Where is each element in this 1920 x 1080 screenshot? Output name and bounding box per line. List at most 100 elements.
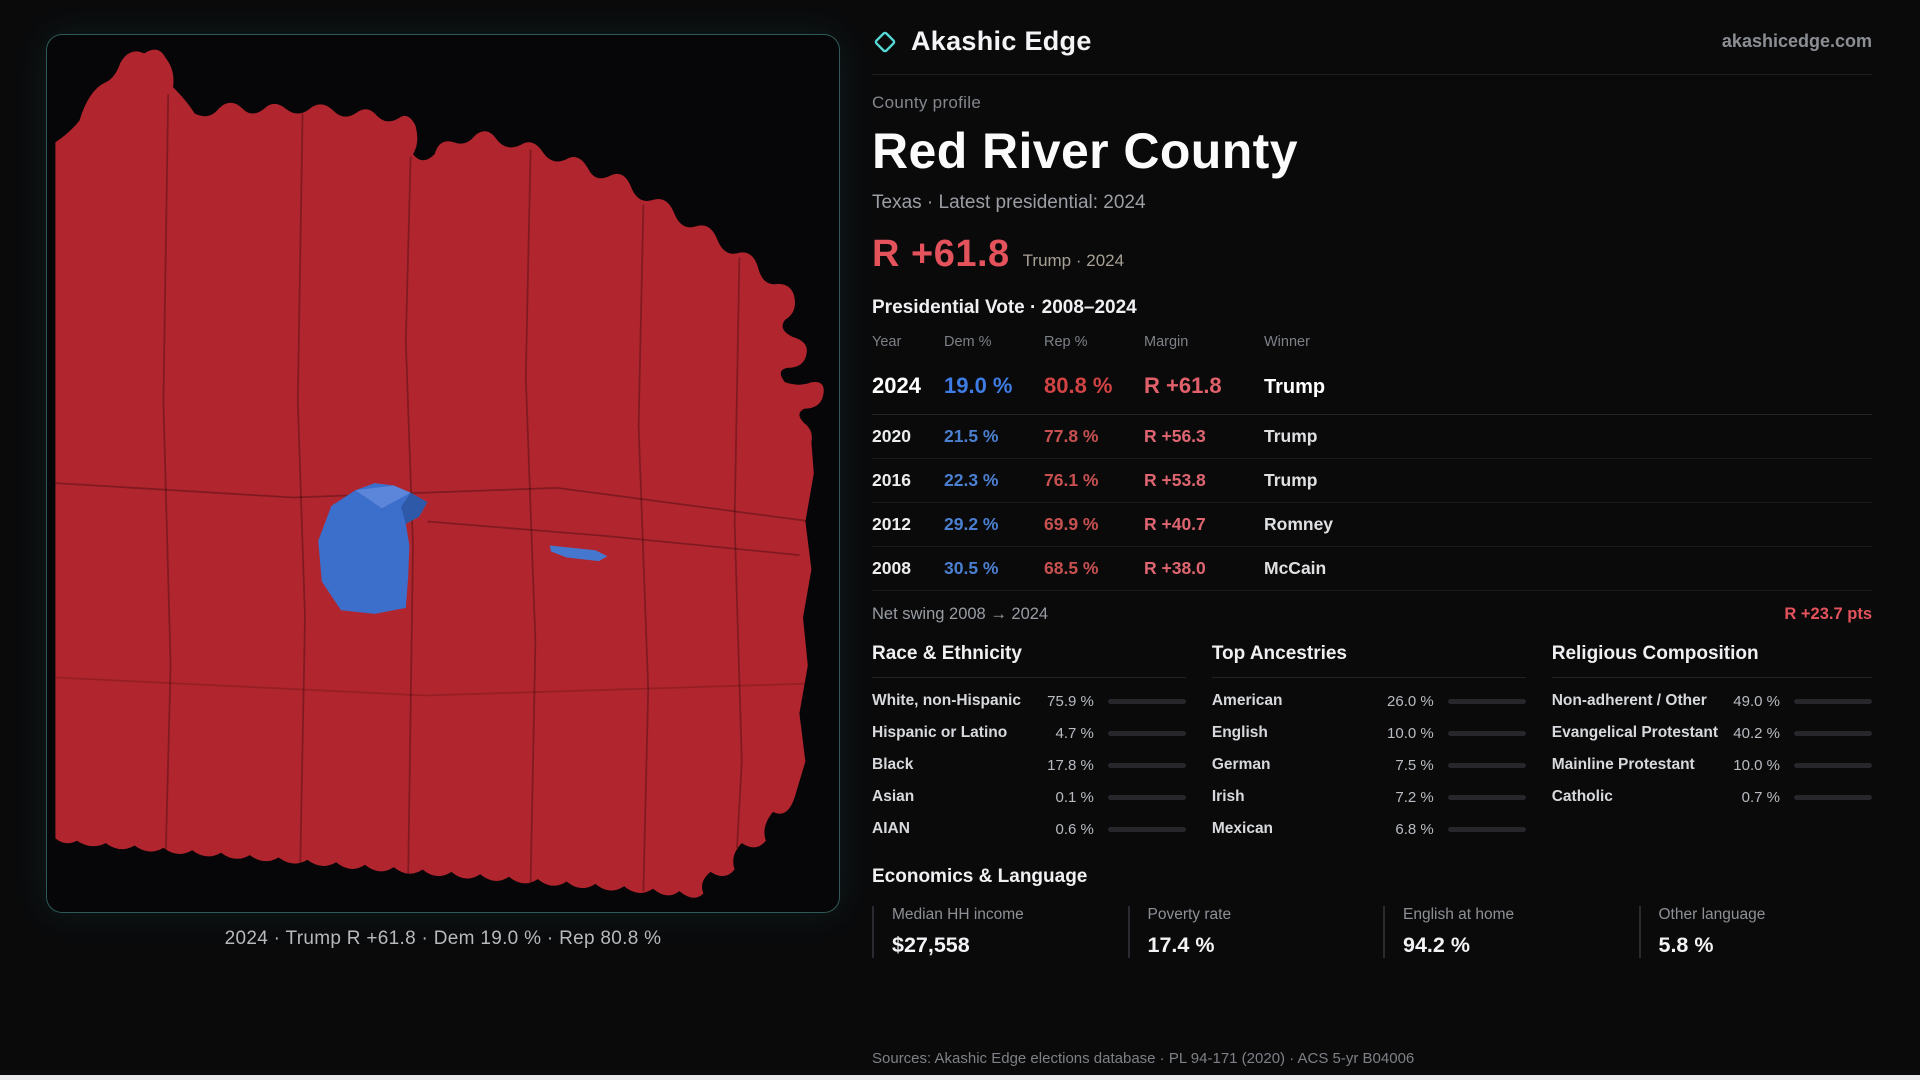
demo-row: German 7.5 %: [1212, 749, 1526, 781]
col-dem: Dem %: [944, 334, 992, 350]
demo-bar: [1447, 730, 1526, 736]
vote-section-title: Presidential Vote · 2008–2024: [872, 297, 1137, 318]
county-shape: [55, 49, 824, 898]
stat-value: 5.8 %: [1658, 933, 1714, 957]
vote-row-2016: 2016 22.3 % 76.1 % R +53.8 Trump: [872, 459, 1872, 503]
dem-precinct-sliver: [549, 545, 608, 562]
demo-value: 0.7 %: [1741, 788, 1780, 806]
economics-stats: Median HH income $27,558 Poverty rate 17…: [872, 906, 1872, 958]
dem-precinct-dark: [401, 492, 428, 524]
demo-bar: [1107, 730, 1186, 736]
demo-row: Asian 0.1 %: [872, 781, 1186, 813]
dem-precinct-main: [318, 483, 428, 614]
net-swing-row: Net swing 2008 → 2024 R +23.7 pts: [872, 591, 1872, 637]
demo-row: Irish 7.2 %: [1212, 781, 1526, 813]
ancestries-title: Top Ancestries: [1211, 643, 1526, 678]
site-header: Akashic Edge akashicedge.com: [872, 26, 1872, 75]
stat-median-income: Median HH income $27,558: [872, 906, 1106, 958]
demo-label: German: [1211, 756, 1271, 773]
stat-label: English at home: [1403, 906, 1515, 923]
headline-margin-value: R +61.8: [872, 233, 1010, 275]
demo-value: 7.2 %: [1395, 788, 1434, 806]
col-rep: Rep %: [1044, 334, 1088, 350]
rep-cell: 80.8 %: [1044, 373, 1113, 398]
headline-margin-block: R +61.8 Trump · 2024: [872, 233, 1872, 276]
demo-row: Mexican 6.8 %: [1212, 813, 1526, 845]
rep-cell: 76.1 %: [1044, 470, 1099, 490]
demo-row: Evangelical Protestant 40.2 %: [1552, 717, 1872, 749]
stat-english-at-home: English at home 94.2 %: [1383, 906, 1617, 958]
race-title: Race & Ethnicity: [872, 643, 1186, 678]
winner-cell: Romney: [1264, 514, 1334, 534]
demo-row: English 10.0 %: [1212, 717, 1526, 749]
ancestries-column: Top Ancestries American 26.0 % English 1…: [1211, 643, 1526, 845]
vote-row-2020: 2020 21.5 % 77.8 % R +56.3 Trump: [872, 415, 1872, 459]
map-caption: 2024 · Trump R +61.8 · Dem 19.0 % · Rep …: [224, 928, 662, 949]
page-subtitle: Texas · Latest presidential: 2024: [872, 192, 1146, 213]
vote-table-header: Year Dem % Rep % Margin Winner: [872, 334, 1872, 361]
demo-value: 26.0 %: [1387, 692, 1434, 710]
winner-cell: McCain: [1264, 558, 1327, 578]
stat-value: $27,558: [892, 933, 970, 957]
demo-bar: [1794, 762, 1872, 768]
demo-label: Mexican: [1211, 820, 1274, 837]
col-margin: Margin: [1144, 334, 1189, 350]
demo-value: 6.8 %: [1395, 820, 1434, 838]
dem-precincts: [318, 483, 608, 614]
page-title: Red River County: [872, 123, 1298, 179]
vote-row-2012: 2012 29.2 % 69.9 % R +40.7 Romney: [872, 503, 1872, 547]
winner-cell: Trump: [1264, 426, 1318, 446]
demo-label: Catholic: [1551, 788, 1613, 805]
demo-value: 10.0 %: [1387, 724, 1434, 742]
demo-value: 0.6 %: [1055, 820, 1094, 838]
eyebrow-label: County profile: [872, 93, 982, 112]
demo-bar: [1107, 794, 1186, 800]
demo-label: Non-adherent / Other: [1551, 692, 1707, 709]
year-cell: 2024: [872, 373, 921, 398]
dem-precinct-light: [355, 485, 411, 509]
col-year: Year: [872, 334, 902, 350]
demo-bar: [1794, 698, 1872, 704]
year-cell: 2008: [872, 558, 911, 578]
margin-cell: R +53.8: [1144, 470, 1206, 490]
profile-content: Akashic Edge akashicedge.com County prof…: [872, 26, 1872, 1080]
margin-cell: R +40.7: [1144, 514, 1206, 534]
demo-bar: [1107, 826, 1186, 832]
demographics-section: Race & Ethnicity White, non-Hispanic 75.…: [872, 643, 1872, 845]
demo-value: 4.7 %: [1055, 724, 1094, 742]
religion-title: Religious Composition: [1551, 643, 1872, 678]
sources-line: Sources: Akashic Edge elections database…: [872, 1050, 1415, 1067]
demo-bar: [1107, 762, 1186, 768]
demo-value: 40.2 %: [1733, 724, 1780, 742]
winner-cell: Trump: [1264, 470, 1318, 490]
demo-bar: [1447, 762, 1526, 768]
year-cell: 2020: [872, 426, 911, 446]
stat-poverty-rate: Poverty rate 17.4 %: [1127, 906, 1362, 958]
rep-cell: 68.5 %: [1044, 558, 1099, 578]
demo-row: Non-adherent / Other 49.0 %: [1552, 685, 1872, 717]
demo-label: Hispanic or Latino: [872, 724, 1008, 741]
year-cell: 2012: [872, 514, 911, 534]
margin-cell: R +38.0: [1144, 558, 1206, 578]
diamond-logo-icon: [874, 31, 896, 52]
religion-column: Religious Composition Non-adherent / Oth…: [1551, 643, 1872, 845]
stat-label: Poverty rate: [1147, 906, 1232, 923]
rep-cell: 77.8 %: [1044, 426, 1099, 446]
margin-cell: R +61.8: [1144, 373, 1222, 398]
demo-value: 7.5 %: [1395, 756, 1434, 774]
demo-value: 75.9 %: [1047, 692, 1094, 710]
demo-bar: [1794, 794, 1872, 800]
demo-value: 0.1 %: [1055, 788, 1094, 806]
dem-cell: 19.0 %: [944, 373, 1013, 398]
demo-label: AIAN: [872, 820, 910, 837]
demo-value: 17.8 %: [1047, 756, 1094, 774]
dem-cell: 30.5 %: [944, 558, 999, 578]
demo-bar: [1794, 730, 1872, 736]
vote-row-2008: 2008 30.5 % 68.5 % R +38.0 McCain: [872, 547, 1872, 591]
demo-label: Asian: [872, 788, 915, 805]
brand-domain-link[interactable]: akashicedge.com: [1721, 31, 1872, 51]
stat-label: Other language: [1658, 906, 1766, 923]
net-swing-value: R +23.7 pts: [1784, 605, 1872, 623]
economics-section-title: Economics & Language: [872, 866, 1088, 887]
